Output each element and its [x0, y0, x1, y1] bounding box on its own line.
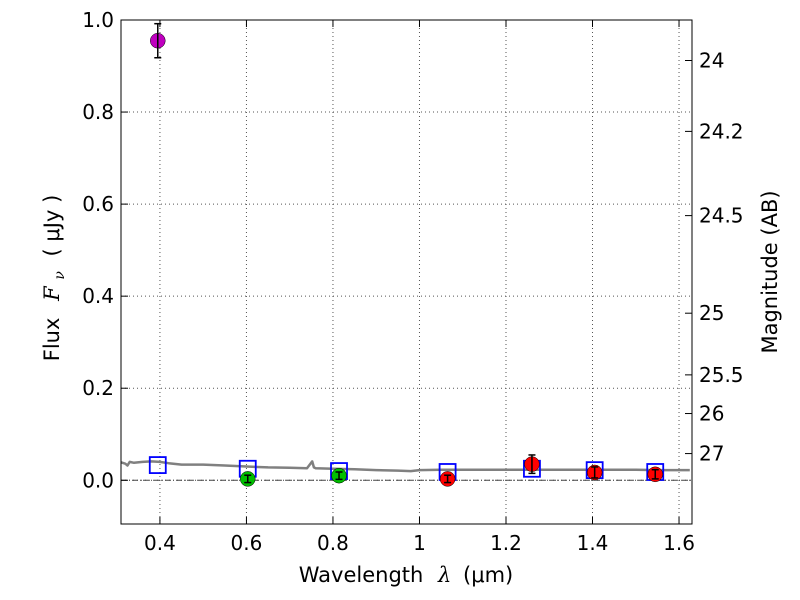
- x-tick-label: 1.2: [490, 531, 522, 555]
- grid-lines: [121, 19, 692, 524]
- model-spectrum-line: [120, 460, 690, 473]
- y-tick-label: 1.0: [82, 8, 114, 32]
- right-axis-ticks: 24 24.2 24.5 25 25.5 26 27: [685, 49, 744, 466]
- x-tick-label: 1.4: [577, 531, 609, 555]
- right-tick-label: 25: [699, 301, 724, 325]
- x-tick-label: 0.8: [317, 531, 349, 555]
- x-tick-label: 1: [413, 531, 426, 555]
- x-tick-label: 0.4: [144, 531, 176, 555]
- y-tick-label: 0.4: [82, 284, 114, 308]
- y-tick-label: 0.2: [82, 376, 114, 400]
- y-tick-label: 0.0: [82, 468, 114, 492]
- x-axis-ticks: 0.4 0.6 0.8 1 1.2 1.4 1.6: [144, 20, 695, 555]
- right-tick-label: 24.5: [699, 204, 744, 228]
- plot-frame: [120, 19, 693, 525]
- model-spectrum-layer: [120, 460, 690, 473]
- right-tick-label: 25.5: [699, 363, 744, 387]
- y-axis-ticks: 0.0 0.2 0.4 0.6 0.8 1.0: [82, 8, 128, 492]
- x-axis-label: Wavelength λ (μm): [299, 563, 513, 587]
- observed-photometry-layer: [150, 22, 663, 487]
- axes-frame: [120, 19, 693, 525]
- y-tick-label: 0.6: [82, 192, 114, 216]
- model-point-box: [148, 456, 167, 474]
- y-axis-label: Flux F ν ( μJy ): [40, 195, 69, 362]
- right-tick-label: 26: [699, 402, 724, 426]
- y-tick-label: 0.8: [82, 100, 114, 124]
- model-photometry-layer: [148, 456, 665, 481]
- right-axis-label: Magnitude (AB): [758, 190, 782, 353]
- right-tick-label: 27: [699, 442, 724, 466]
- right-tick-label: 24: [699, 49, 724, 73]
- x-tick-label: 0.6: [231, 531, 263, 555]
- x-tick-label: 1.6: [663, 531, 695, 555]
- right-tick-label: 24.2: [699, 119, 744, 143]
